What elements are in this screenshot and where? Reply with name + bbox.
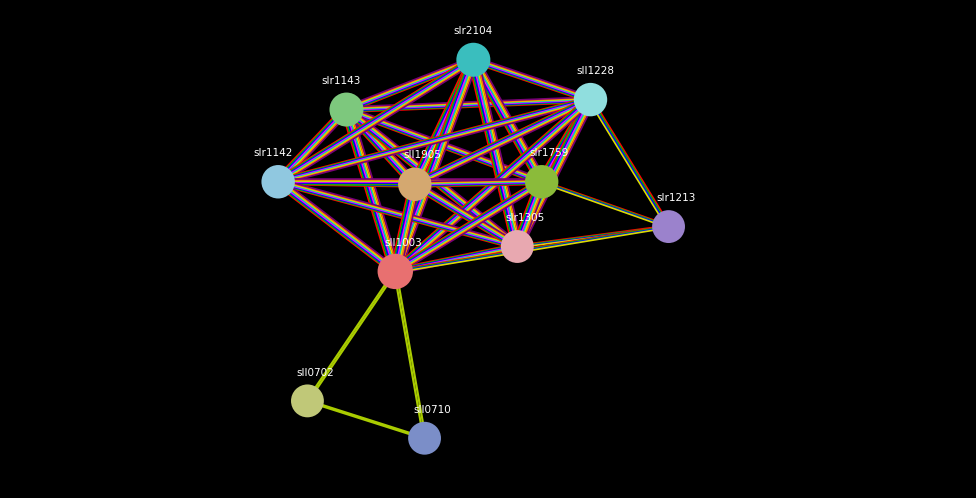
Text: slr1142: slr1142 [254,148,293,158]
Point [509,243,525,250]
Point [407,180,423,188]
Point [466,56,481,64]
Point [300,397,315,405]
Text: slr1213: slr1213 [657,193,696,203]
Text: sll1228: sll1228 [577,66,614,76]
Point [534,178,549,186]
Text: slr1305: slr1305 [506,213,545,223]
Text: sll0702: sll0702 [297,368,334,378]
Text: slr1759: slr1759 [530,148,569,158]
Text: sll0710: sll0710 [414,405,451,415]
Text: slr2104: slr2104 [454,26,493,36]
Text: slr1143: slr1143 [322,76,361,86]
Point [661,223,676,231]
Text: sll1905: sll1905 [404,150,441,160]
Point [387,267,403,275]
Point [417,434,432,442]
Point [583,96,598,104]
Text: sll1003: sll1003 [385,238,422,248]
Point [339,106,354,114]
Point [270,178,286,186]
